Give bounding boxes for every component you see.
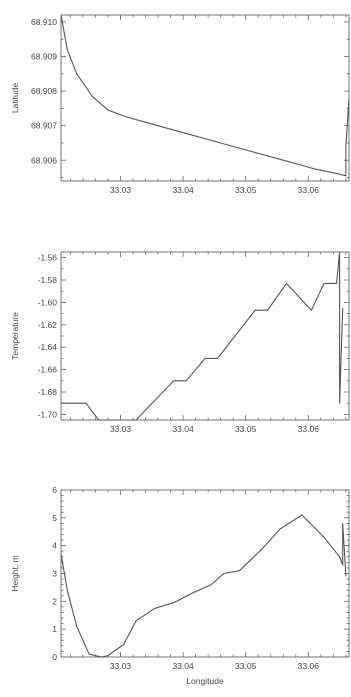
y-tick-label: -1.56 <box>38 253 58 263</box>
y-tick-label: 68.910 <box>31 17 57 27</box>
y-tick-label: -1.70 <box>38 409 58 419</box>
y-tick-label: 68.908 <box>31 86 57 96</box>
plot-frame <box>60 14 350 182</box>
x-tick-label: 33.03 <box>110 424 132 434</box>
y-tick-label: 68.906 <box>31 155 57 165</box>
y-tick-label: -1.60 <box>38 297 58 307</box>
x-tick-label: 33.04 <box>172 185 194 195</box>
y-tick-label: -1.68 <box>38 387 58 397</box>
y-tick-label: 1 <box>52 624 57 634</box>
y-tick-label: -1.58 <box>38 275 58 285</box>
x-tick-label: 33.05 <box>235 185 257 195</box>
x-tick-label: 33.04 <box>172 661 194 671</box>
y-axis-title: Height, m <box>10 555 20 591</box>
y-tick-label: -1.64 <box>38 342 58 352</box>
y-tick-label: 2 <box>52 596 57 606</box>
chart-panel-2: 33.03 33.04 33.05 33.06 -1.70 -1.68 -1.66 -1.64… <box>10 251 350 434</box>
y-tick-label: 4 <box>52 541 57 551</box>
series-line-1 <box>61 251 344 421</box>
series-line-1 <box>61 514 347 658</box>
y-axis-title: Temperature <box>10 312 20 360</box>
x-axis-title: Longitude <box>186 676 224 686</box>
chart-panel-1: 33.03 33.04 33.05 33.06 68.906 68.907 68.908 68… <box>10 14 350 195</box>
x-tick-label: 33.06 <box>298 661 320 671</box>
plot-frame <box>60 251 350 421</box>
x-tick-label: 33.05 <box>235 661 257 671</box>
x-tick-label: 33.06 <box>298 185 320 195</box>
y-tick-label: 3 <box>52 569 57 579</box>
y-tick-label: 6 <box>52 485 57 495</box>
series-line-1 <box>61 14 349 177</box>
x-tick-label: 33.05 <box>235 424 257 434</box>
y-tick-label: -1.66 <box>38 365 58 375</box>
chart-panel-3: 33.03 33.04 33.05 33.06 0 1 2 3 4 5 6 Height, m Long… <box>10 485 350 686</box>
x-tick-label: 33.04 <box>172 424 194 434</box>
plot-frame <box>60 489 350 658</box>
y-tick-label: 5 <box>52 513 57 523</box>
y-tick-label: 68.909 <box>31 52 57 62</box>
x-tick-label: 33.06 <box>298 424 320 434</box>
y-tick-label: -1.62 <box>38 320 58 330</box>
y-axis-title: Latitude <box>10 83 20 114</box>
y-tick-label: 68.907 <box>31 121 57 131</box>
x-tick-label: 33.03 <box>110 185 132 195</box>
y-tick-label: 0 <box>52 652 57 662</box>
x-tick-label: 33.03 <box>110 661 132 671</box>
